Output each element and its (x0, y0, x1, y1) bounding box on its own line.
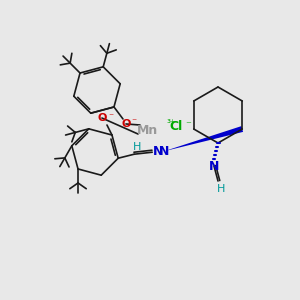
Text: O: O (97, 113, 107, 123)
Text: N: N (209, 160, 219, 172)
Text: ³⁺: ³⁺ (166, 119, 175, 129)
Text: Cl: Cl (169, 119, 183, 133)
Text: ⁻: ⁻ (108, 112, 113, 122)
Text: N: N (159, 145, 169, 158)
Text: ⁻: ⁻ (131, 117, 136, 127)
Text: ⁻: ⁻ (185, 120, 191, 130)
Text: N: N (153, 145, 164, 158)
Text: O: O (121, 119, 131, 129)
Text: H: H (133, 142, 141, 152)
Text: H: H (217, 184, 225, 194)
Polygon shape (164, 126, 243, 151)
Text: Mn: Mn (137, 124, 159, 136)
